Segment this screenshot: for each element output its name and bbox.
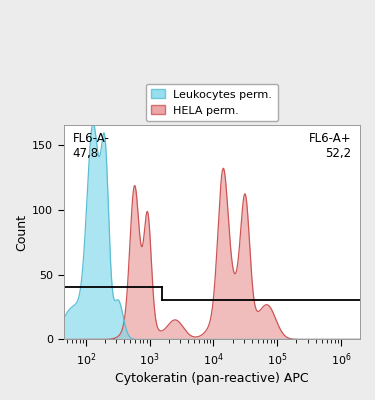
Text: FL6-A-
47,8: FL6-A- 47,8 [72,132,110,160]
Y-axis label: Count: Count [15,214,28,251]
X-axis label: Cytokeratin (pan-reactive) APC: Cytokeratin (pan-reactive) APC [115,372,309,385]
Text: FL6-A+
52,2: FL6-A+ 52,2 [309,132,351,160]
Legend: Leukocytes perm., HELA perm.: Leukocytes perm., HELA perm. [146,84,278,121]
